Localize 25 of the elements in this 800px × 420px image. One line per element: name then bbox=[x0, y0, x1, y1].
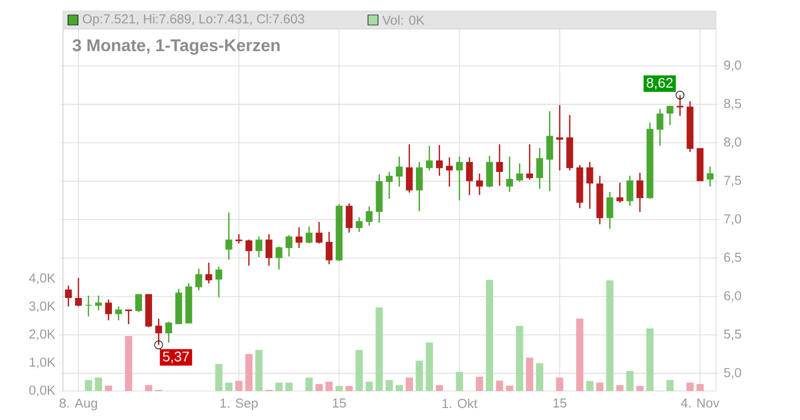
y2-tick-label: 4,0K bbox=[29, 273, 56, 284]
x-tick-label: 1. Okt bbox=[442, 398, 478, 408]
x-tick-label: 15 bbox=[332, 398, 346, 408]
text: Op:7.521, Hi:7.689, Lo:7.431, Cl:7.603 bbox=[82, 14, 304, 26]
y-tick-label: 5,0 bbox=[724, 368, 742, 379]
y-tick-label: 8,0 bbox=[724, 137, 742, 148]
x-tick-label: 1. Sep bbox=[220, 398, 258, 410]
x-tick-label: 4. Nov bbox=[680, 398, 720, 408]
y-tick-label: 7,0 bbox=[724, 214, 742, 225]
y2-tick-label: 1,0K bbox=[30, 358, 56, 368]
annotation: 8,62 bbox=[646, 78, 673, 90]
y2-tick-label: 0,0K bbox=[29, 386, 56, 396]
y-tick-label: 7,5 bbox=[724, 176, 742, 186]
x-tick-label: 8. Aug bbox=[60, 398, 97, 410]
annotation: 5,37 bbox=[162, 352, 189, 364]
y-tick-label: 9,0 bbox=[724, 60, 742, 72]
y-tick-label: 8,5 bbox=[724, 98, 742, 110]
y-tick-label: 5,5 bbox=[724, 330, 742, 340]
y2-tick-label: 3,0K bbox=[29, 301, 56, 312]
text: 3 Monate, 1-Tages-Kerzen bbox=[72, 39, 280, 55]
y-tick-label: 6,0 bbox=[724, 291, 742, 302]
text: Vol: 0K bbox=[382, 15, 424, 25]
x-tick-label: 15 bbox=[553, 398, 566, 408]
y2-tick-label: 2,0K bbox=[29, 330, 56, 340]
y-tick-label: 6,5 bbox=[724, 252, 742, 264]
